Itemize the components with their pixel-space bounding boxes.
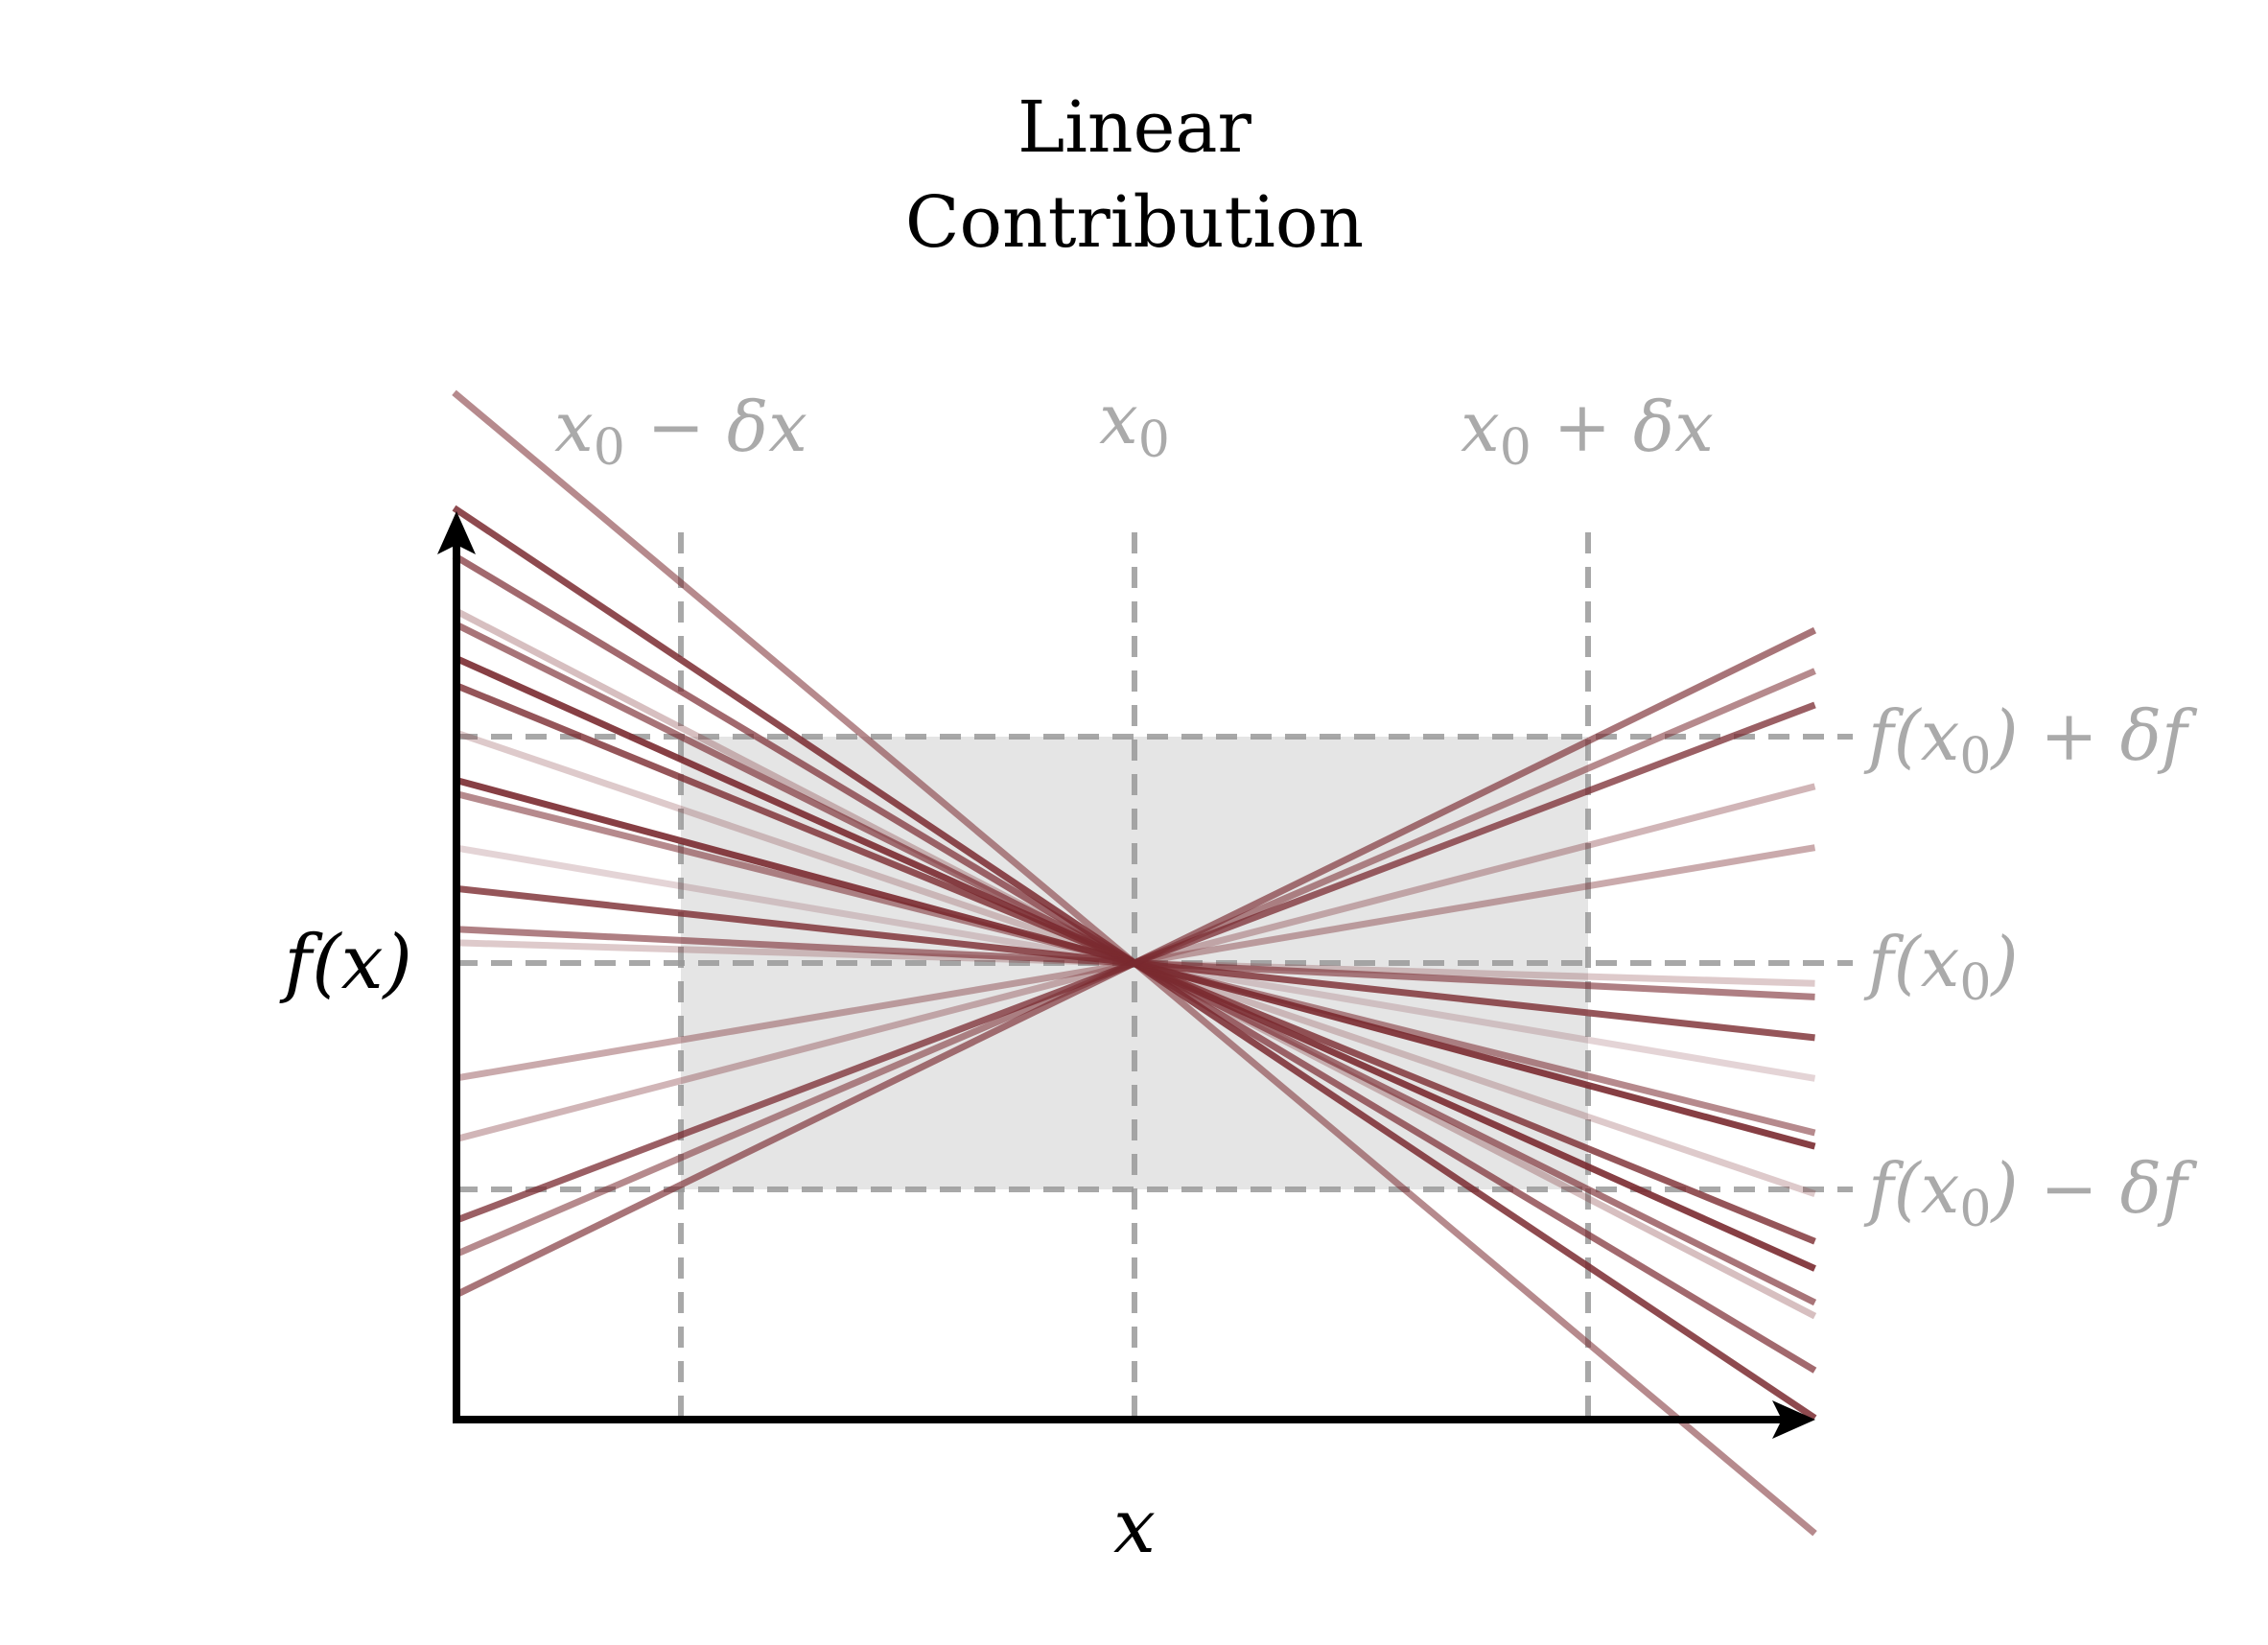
label-f0-minus-df: f(x0) − δf: [1863, 1148, 2198, 1238]
label-f0-plus-df: f(x0) + δf: [1863, 695, 2198, 786]
label-x0-minus-dx: x0 − δx: [554, 387, 807, 477]
label-x0-plus-dx: x0 + δx: [1461, 387, 1714, 477]
x-axis-label: x: [1113, 1484, 1156, 1570]
linear-lines-group: [452, 389, 1817, 1537]
x-axis-arrowhead: [1772, 1400, 1815, 1439]
linear-line-19: [452, 626, 1817, 1300]
title-line-2: Contribution: [905, 181, 1364, 264]
title-line-1: Linear: [1017, 86, 1251, 169]
label-f0: f(x0): [1863, 922, 2019, 1012]
axes: [437, 511, 1815, 1439]
y-axis-arrowhead: [437, 511, 476, 554]
label-x0: x0: [1099, 379, 1170, 469]
y-axis-label: f(x): [279, 920, 412, 1006]
